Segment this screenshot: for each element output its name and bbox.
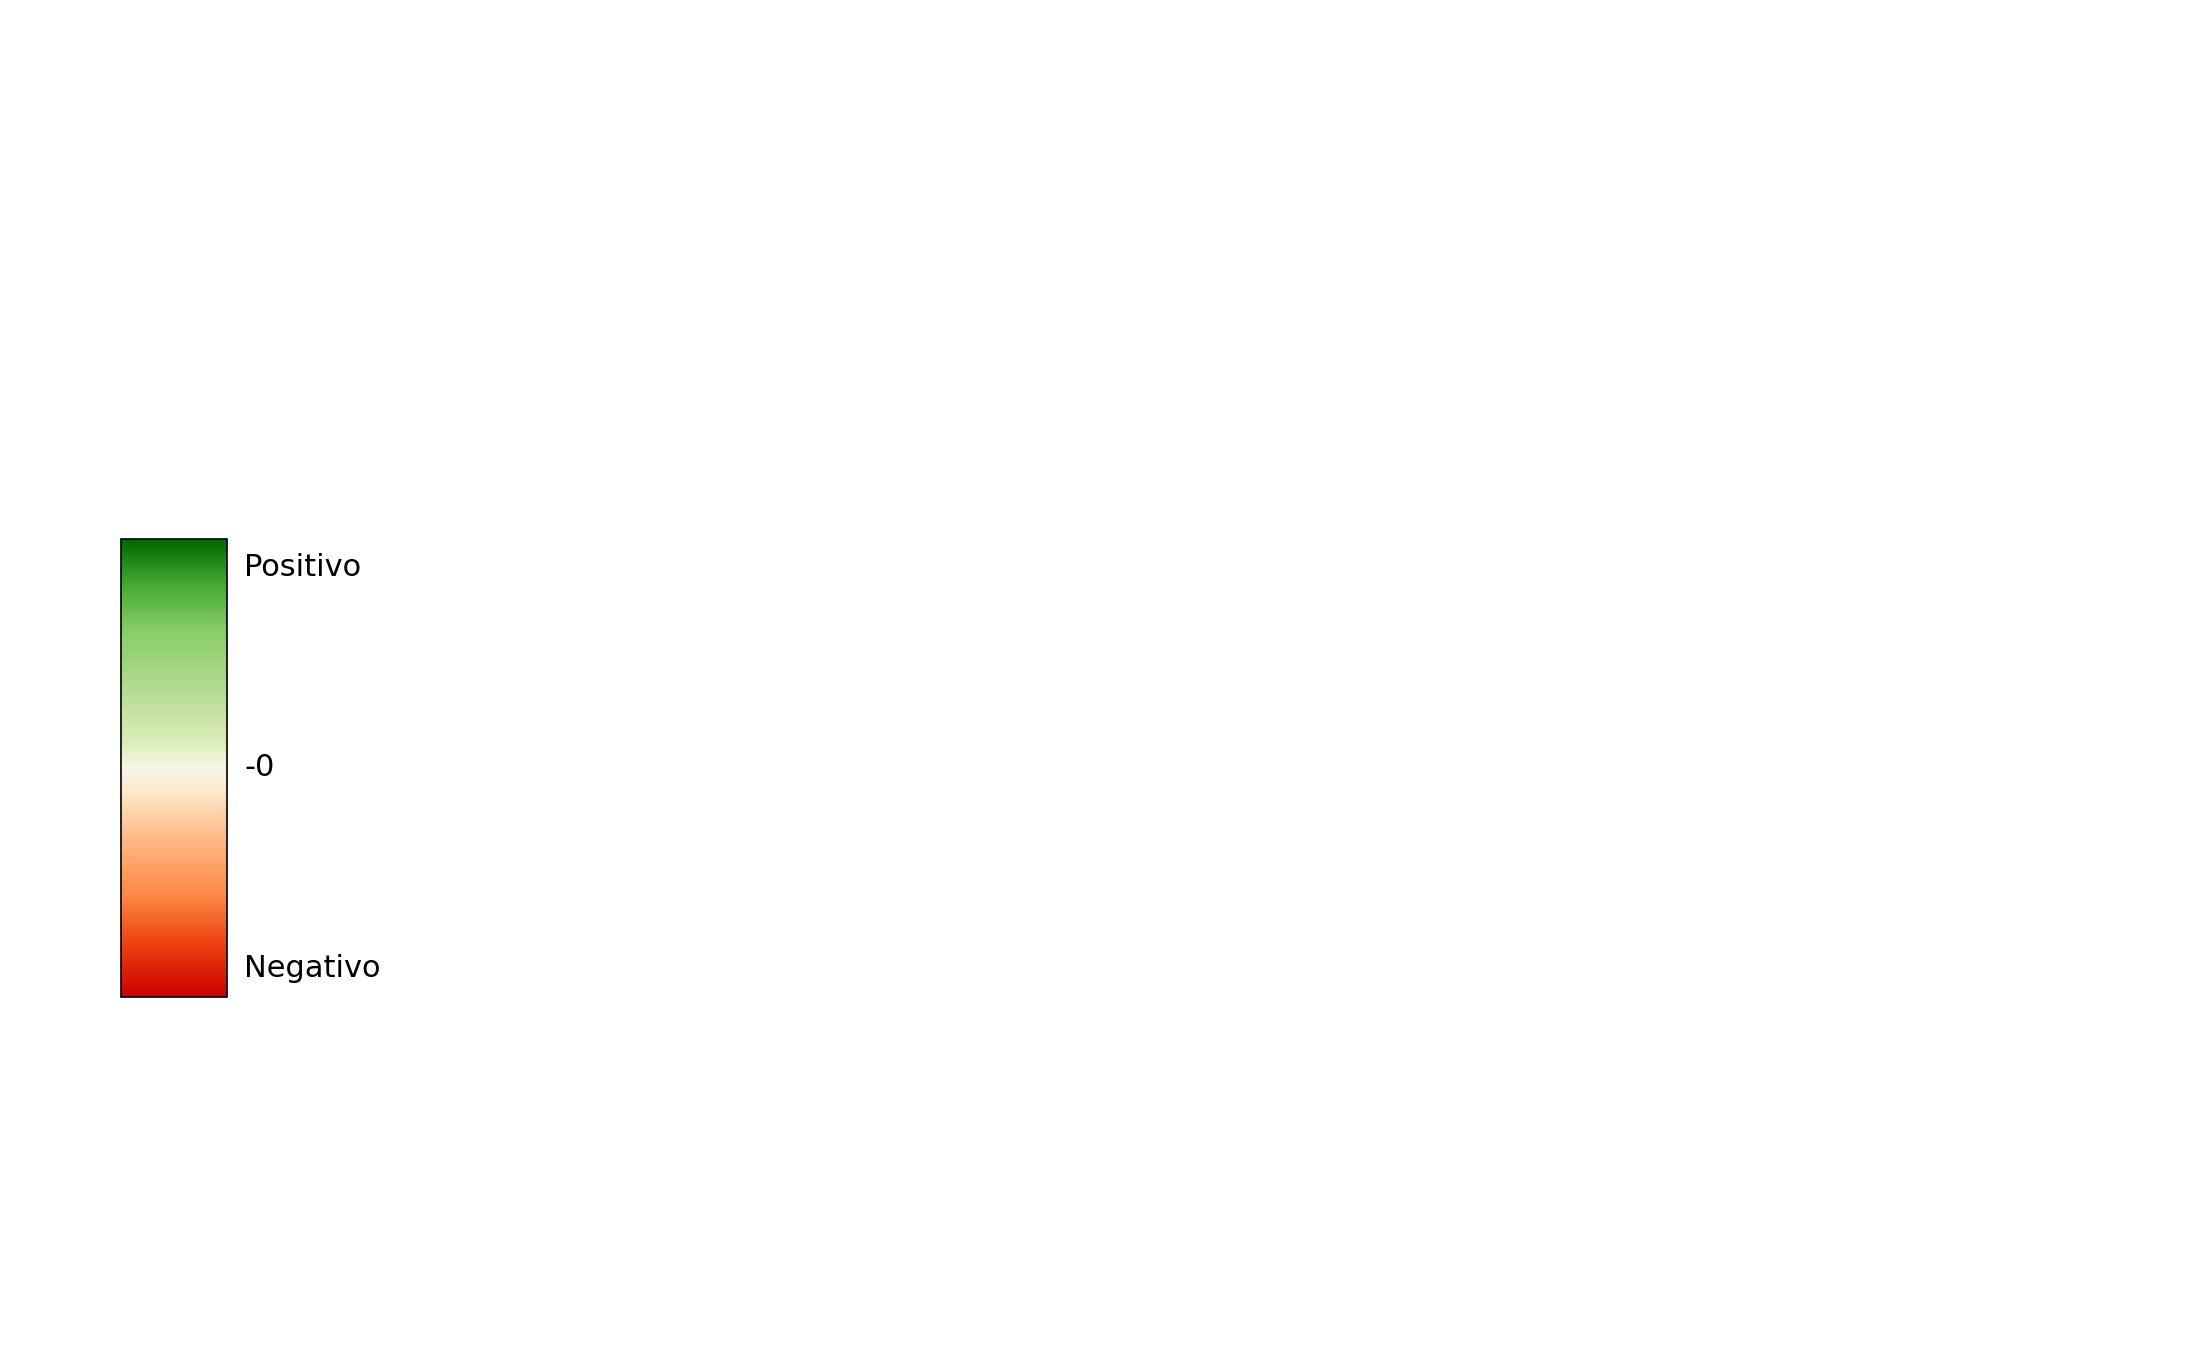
- Text: Positivo: Positivo: [244, 552, 361, 582]
- Text: -0: -0: [244, 753, 275, 783]
- Text: Negativo: Negativo: [244, 954, 381, 983]
